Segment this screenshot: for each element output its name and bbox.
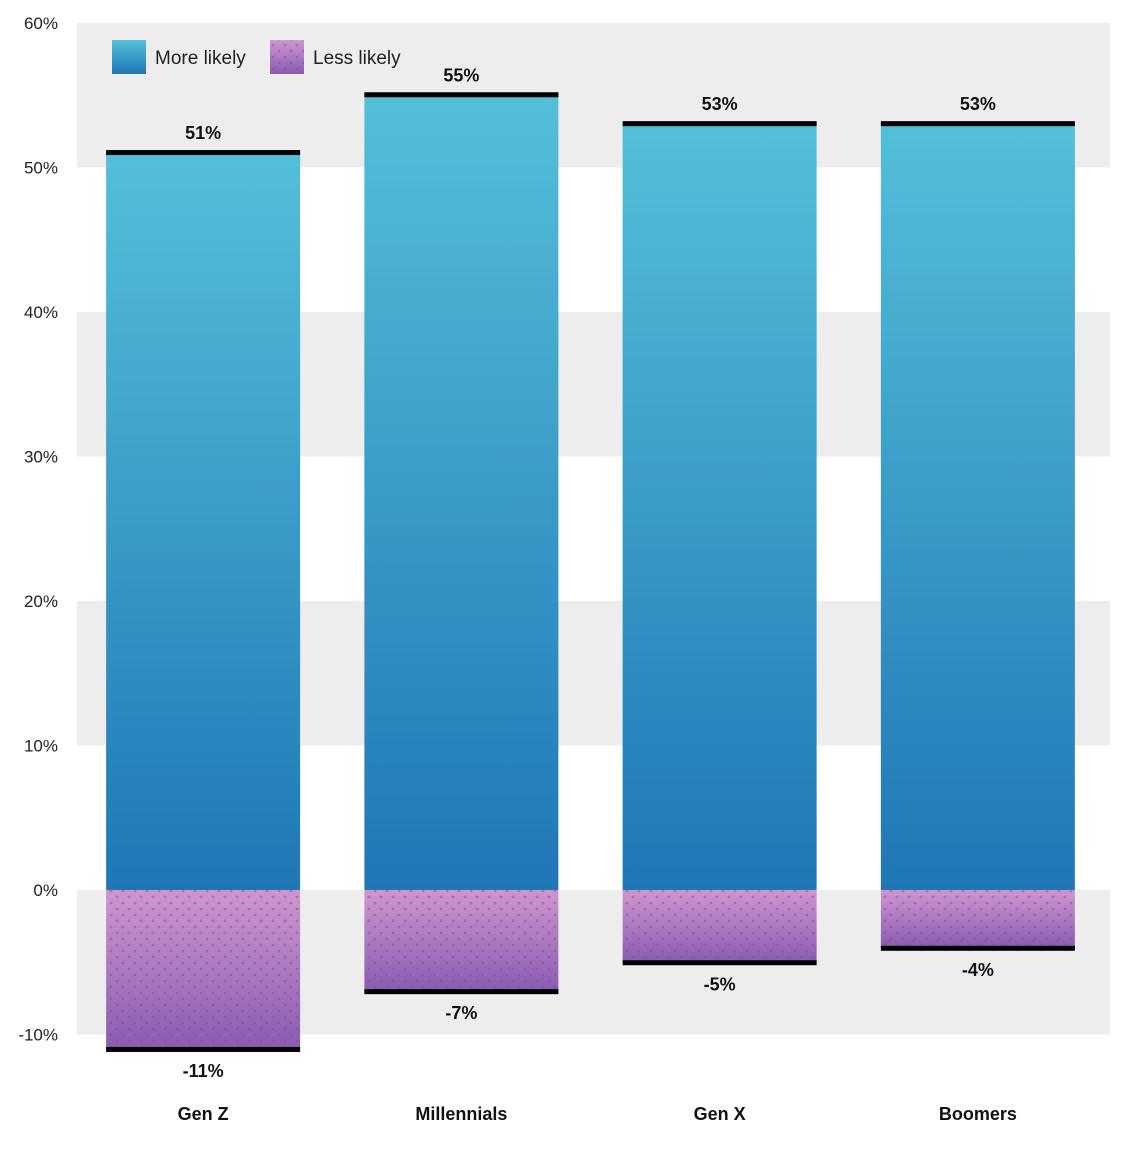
- bar-more-likely: [622, 124, 817, 890]
- bar-less-likely-pattern: [364, 890, 559, 992]
- bar-less-likely-pattern: [106, 890, 301, 1049]
- bar-more-likely: [880, 124, 1075, 890]
- bar-cap-less-likely: [106, 1046, 301, 1052]
- data-label-less-likely: -7%: [445, 1003, 477, 1023]
- y-tick-label: 20%: [24, 592, 58, 611]
- y-tick-label: 60%: [24, 14, 58, 33]
- bar-cap-more-likely: [622, 121, 817, 127]
- bar-more-likely: [106, 153, 301, 891]
- x-category-label: Millennials: [415, 1104, 507, 1124]
- bar-cap-less-likely: [364, 989, 559, 995]
- x-axis: Gen Z Millennials Gen X Boomers: [178, 1104, 1017, 1124]
- data-label-less-likely: -5%: [704, 974, 736, 994]
- x-category-label: Gen Z: [178, 1104, 229, 1124]
- y-tick-label: -10%: [18, 1026, 58, 1045]
- bars: [106, 92, 1075, 1052]
- data-labels: 51% -11% 55% -7% 53% -5% 53% -4%: [183, 65, 996, 1081]
- legend-swatch-pattern: [270, 40, 304, 74]
- y-tick-label: 0%: [33, 881, 58, 900]
- legend-label-more-likely: More likely: [155, 48, 246, 69]
- legend-swatch-more-likely: [112, 40, 146, 74]
- x-category-label: Boomers: [939, 1104, 1017, 1124]
- bar-cap-more-likely: [364, 92, 559, 98]
- bar-cap-less-likely: [622, 960, 817, 966]
- data-label-less-likely: -4%: [962, 960, 994, 980]
- y-tick-label: 10%: [24, 737, 58, 756]
- y-tick-label: 30%: [24, 448, 58, 467]
- bar-cap-more-likely: [106, 150, 301, 156]
- x-category-label: Gen X: [694, 1104, 746, 1124]
- data-label-more-likely: 51%: [185, 123, 221, 143]
- data-label-less-likely: -11%: [183, 1061, 224, 1081]
- bar-less-likely-pattern: [880, 890, 1075, 948]
- data-label-more-likely: 53%: [960, 94, 996, 114]
- bar-less-likely-pattern: [622, 890, 817, 963]
- y-tick-label: 40%: [24, 303, 58, 322]
- bar-cap-less-likely: [880, 945, 1075, 951]
- data-label-more-likely: 53%: [702, 94, 738, 114]
- legend: More likely Less likely: [112, 40, 401, 74]
- legend-label-less-likely: Less likely: [313, 48, 401, 69]
- y-axis: 60% 50% 40% 30% 20% 10% 0% -10%: [18, 14, 58, 1045]
- bar-more-likely: [364, 95, 559, 890]
- data-label-more-likely: 55%: [443, 65, 479, 85]
- y-tick-label: 50%: [24, 159, 58, 178]
- bar-cap-more-likely: [880, 121, 1075, 127]
